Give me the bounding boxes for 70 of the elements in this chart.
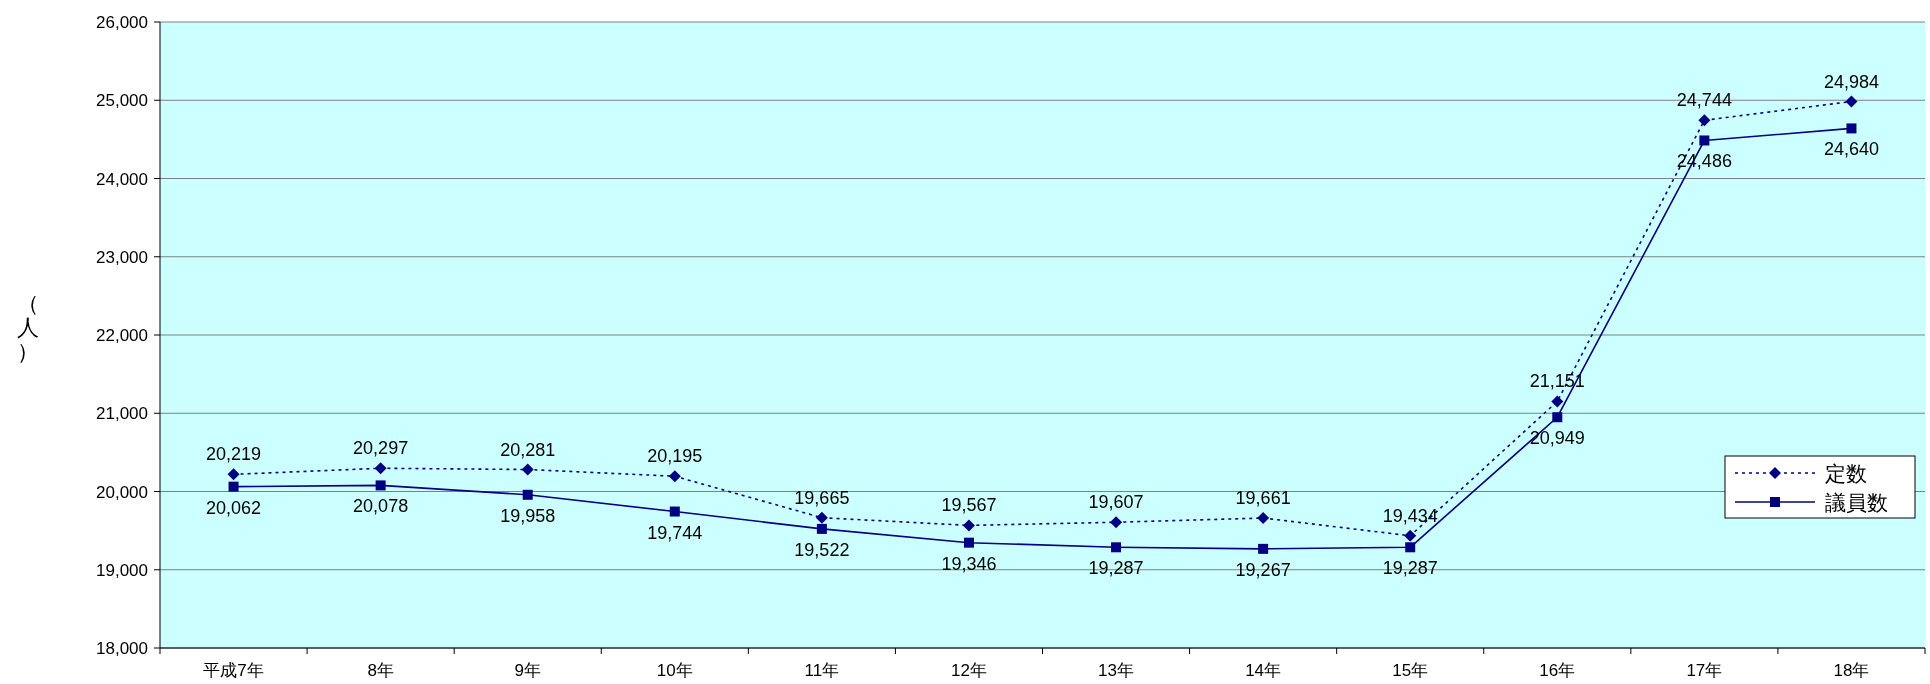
data-label: 19,346 xyxy=(941,553,997,574)
x-tick-label: 平成7年 xyxy=(203,661,264,680)
data-label: 19,567 xyxy=(941,495,997,516)
point xyxy=(668,470,681,483)
x-tick-label: 11年 xyxy=(804,661,840,680)
point xyxy=(1258,543,1269,554)
data-label: 19,434 xyxy=(1382,505,1438,526)
data-label: 19,522 xyxy=(794,539,850,560)
point xyxy=(374,462,387,475)
data-label: 19,287 xyxy=(1382,558,1438,579)
data-label: 20,078 xyxy=(353,496,409,517)
y-tick-label: 20,000 xyxy=(96,482,148,502)
point xyxy=(227,468,240,481)
point xyxy=(963,537,974,548)
data-label: 19,958 xyxy=(500,505,556,526)
x-tick-label: 15年 xyxy=(1392,661,1429,680)
point xyxy=(1405,542,1416,553)
point xyxy=(816,523,827,534)
data-label: 24,744 xyxy=(1676,90,1732,111)
x-tick-label: 18年 xyxy=(1833,661,1870,680)
y-tick-label: 23,000 xyxy=(96,247,148,267)
point xyxy=(1699,135,1710,146)
x-tick-label: 12年 xyxy=(951,661,987,680)
y-axis-title: （人） xyxy=(17,291,39,364)
point xyxy=(521,463,534,476)
data-label: 20,949 xyxy=(1529,428,1585,449)
y-tick-label: 21,000 xyxy=(96,404,148,424)
y-tick-label: 25,000 xyxy=(96,91,148,111)
y-tick-label: 19,000 xyxy=(96,560,148,580)
x-tick-label: 9年 xyxy=(514,661,541,680)
point xyxy=(1110,516,1123,529)
point xyxy=(669,506,680,517)
data-label: 19,607 xyxy=(1088,492,1144,513)
x-tick-label: 16年 xyxy=(1539,661,1576,680)
data-label: 19,287 xyxy=(1088,558,1144,579)
point xyxy=(815,511,828,524)
point xyxy=(962,519,975,532)
data-label: 20,281 xyxy=(500,439,556,460)
point xyxy=(1404,529,1417,542)
x-tick-label: 8年 xyxy=(367,661,394,680)
x-tick-label: 13年 xyxy=(1098,661,1134,680)
data-label: 19,661 xyxy=(1235,488,1291,509)
data-label: 19,665 xyxy=(794,487,850,508)
data-label: 24,640 xyxy=(1823,139,1879,160)
data-label: 20,062 xyxy=(206,497,262,518)
data-label: 24,984 xyxy=(1823,71,1879,92)
x-tick-label: 17年 xyxy=(1686,661,1723,680)
y-tick-label: 18,000 xyxy=(96,639,148,658)
point xyxy=(1698,114,1711,127)
point xyxy=(1552,412,1563,423)
x-tick-label: 10年 xyxy=(656,661,693,680)
data-label: 20,195 xyxy=(647,446,703,467)
data-label: 19,744 xyxy=(647,522,703,543)
point xyxy=(228,481,239,492)
point xyxy=(522,489,533,500)
y-tick-label: 24,000 xyxy=(96,169,148,189)
point xyxy=(375,480,386,491)
point xyxy=(1846,123,1857,134)
data-label: 20,297 xyxy=(353,438,409,459)
point xyxy=(1257,512,1270,525)
legend-label: 議員数 xyxy=(1825,491,1888,514)
data-label: 20,219 xyxy=(206,444,262,465)
legend-label: 定数 xyxy=(1825,462,1867,485)
data-label: 19,267 xyxy=(1235,559,1291,580)
x-tick-label: 14年 xyxy=(1245,661,1282,680)
y-tick-label: 26,000 xyxy=(96,13,148,32)
point xyxy=(1551,395,1564,408)
point xyxy=(1111,542,1122,553)
y-tick-label: 22,000 xyxy=(96,326,148,345)
point xyxy=(1845,95,1858,108)
